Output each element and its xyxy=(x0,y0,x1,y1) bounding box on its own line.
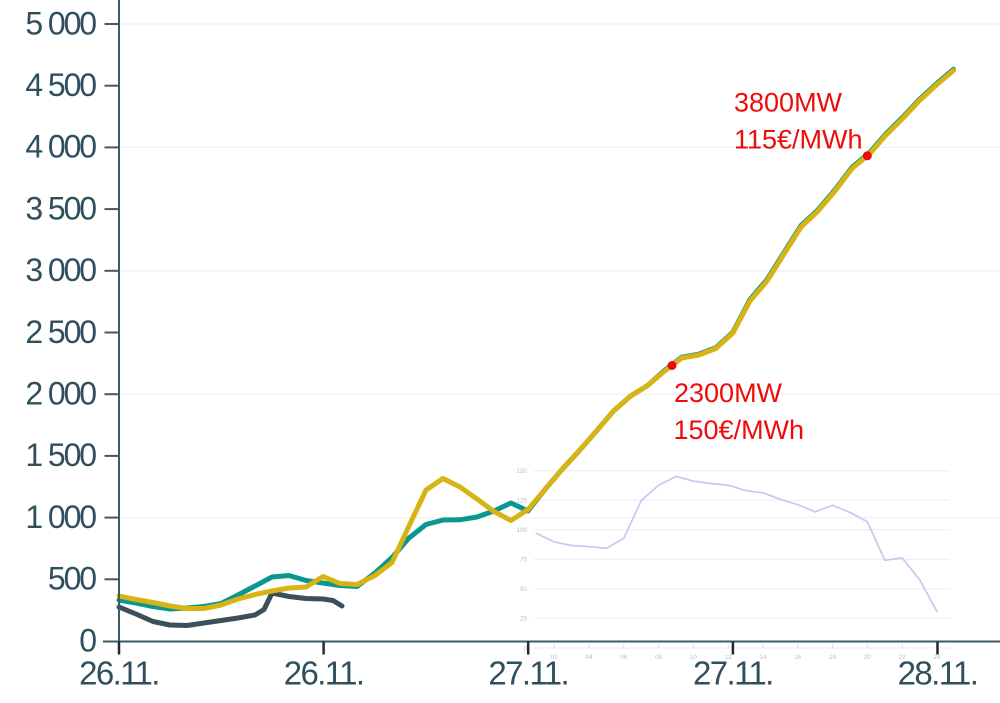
svg-text:4 000: 4 000 xyxy=(25,129,96,165)
svg-text:0: 0 xyxy=(524,646,528,653)
svg-text:27.11.: 27.11. xyxy=(488,655,568,692)
svg-text:4 500: 4 500 xyxy=(25,67,96,103)
svg-text:125: 125 xyxy=(517,498,528,505)
svg-text:115€/MWh: 115€/MWh xyxy=(734,124,863,154)
svg-text:22: 22 xyxy=(899,654,906,661)
svg-text:150: 150 xyxy=(517,468,528,475)
svg-text:08: 08 xyxy=(655,654,662,661)
svg-text:1 500: 1 500 xyxy=(25,437,96,473)
svg-text:28.11.: 28.11. xyxy=(898,655,978,692)
svg-text:02: 02 xyxy=(551,654,558,661)
svg-text:26.11.: 26.11. xyxy=(284,655,364,692)
svg-text:16: 16 xyxy=(794,654,801,661)
svg-text:3800MW: 3800MW xyxy=(734,87,843,117)
svg-text:1 000: 1 000 xyxy=(25,499,96,535)
svg-text:27.11.: 27.11. xyxy=(693,655,773,692)
svg-text:2300MW: 2300MW xyxy=(674,378,783,408)
svg-text:150€/MWh: 150€/MWh xyxy=(674,415,805,445)
svg-text:25: 25 xyxy=(520,616,527,623)
svg-text:14: 14 xyxy=(760,654,767,661)
svg-text:2 500: 2 500 xyxy=(25,314,96,350)
svg-text:5 000: 5 000 xyxy=(25,5,96,41)
svg-text:50: 50 xyxy=(520,586,527,593)
svg-text:2 000: 2 000 xyxy=(25,376,96,412)
svg-text:04: 04 xyxy=(586,654,593,661)
svg-text:24: 24 xyxy=(934,654,941,661)
svg-text:10: 10 xyxy=(690,654,697,661)
svg-text:100: 100 xyxy=(517,527,528,534)
svg-text:26.11.: 26.11. xyxy=(79,655,159,692)
svg-text:0: 0 xyxy=(79,622,96,658)
svg-text:12: 12 xyxy=(725,654,732,661)
svg-text:75: 75 xyxy=(520,557,527,564)
svg-text:3 000: 3 000 xyxy=(25,252,96,288)
svg-text:500: 500 xyxy=(48,561,96,597)
svg-text:06: 06 xyxy=(620,654,627,661)
svg-text:18: 18 xyxy=(829,654,836,661)
svg-text:20: 20 xyxy=(864,654,871,661)
svg-text:3 500: 3 500 xyxy=(25,190,96,226)
